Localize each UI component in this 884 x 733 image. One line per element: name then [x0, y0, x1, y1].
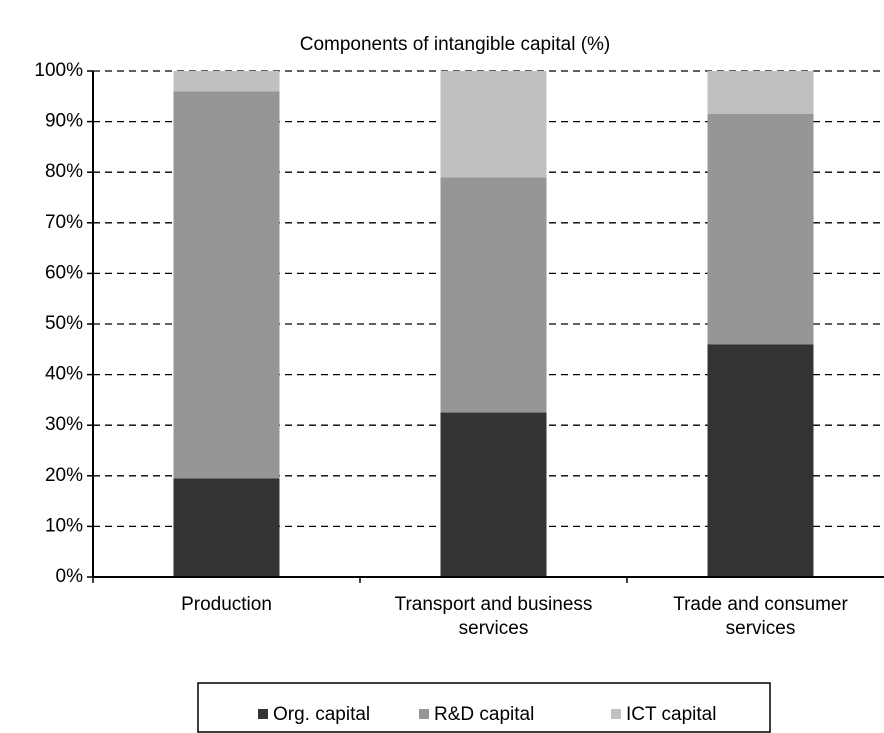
x-tick-label: Transport and business services — [394, 594, 593, 639]
bar-segment — [440, 177, 547, 413]
y-tick-label: 60% — [45, 262, 83, 283]
bar-segment — [173, 478, 280, 577]
y-tick-label: 40% — [45, 364, 83, 385]
legend-swatch — [258, 709, 268, 719]
y-tick-label: 0% — [56, 566, 84, 587]
y-tick-label: 20% — [45, 465, 83, 486]
y-tick-label: 80% — [45, 161, 83, 182]
y-tick-label: 30% — [45, 414, 83, 435]
y-tick-label: 70% — [45, 212, 83, 233]
bar-segment — [707, 71, 814, 115]
y-tick-label: 10% — [45, 515, 83, 536]
bar-segment — [707, 344, 814, 577]
bar-segment — [707, 114, 814, 345]
legend-swatch — [419, 709, 429, 719]
legend-label: Org. capital — [273, 704, 370, 725]
bar-segment — [173, 71, 280, 92]
x-tick-label: Production — [181, 594, 272, 615]
x-tick-label: Trade and consumer services — [673, 594, 848, 639]
bar-segment — [173, 91, 280, 479]
legend-label: ICT capital — [626, 704, 716, 725]
y-tick-label: 50% — [45, 313, 83, 334]
legend-swatch — [611, 709, 621, 719]
legend-label: R&D capital — [434, 704, 534, 725]
bar-segment — [440, 412, 547, 577]
y-tick-label: 100% — [34, 60, 83, 81]
legend-box — [197, 682, 771, 733]
y-tick-label: 90% — [45, 111, 83, 132]
bar-segment — [440, 71, 547, 178]
chart-title: Components of intangible capital (%) — [300, 34, 611, 55]
